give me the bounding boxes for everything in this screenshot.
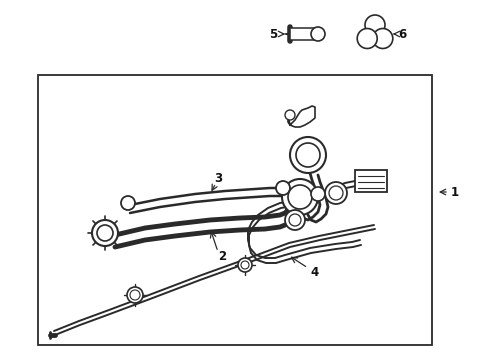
Circle shape: [130, 290, 140, 300]
Circle shape: [311, 27, 325, 41]
FancyBboxPatch shape: [290, 28, 318, 40]
Circle shape: [241, 261, 249, 269]
Circle shape: [357, 28, 377, 49]
FancyBboxPatch shape: [355, 170, 387, 192]
Circle shape: [121, 196, 135, 210]
Circle shape: [92, 220, 118, 246]
Circle shape: [276, 181, 290, 195]
Circle shape: [238, 258, 252, 272]
Text: 2: 2: [218, 249, 226, 262]
Text: 1: 1: [451, 185, 459, 198]
Circle shape: [127, 287, 143, 303]
Circle shape: [296, 143, 320, 167]
Text: 3: 3: [214, 171, 222, 184]
Circle shape: [329, 186, 343, 200]
Circle shape: [282, 179, 318, 215]
Circle shape: [288, 185, 312, 209]
Text: 6: 6: [398, 27, 406, 40]
Circle shape: [289, 214, 301, 226]
Circle shape: [325, 182, 347, 204]
Circle shape: [373, 28, 393, 49]
Circle shape: [311, 187, 325, 201]
Circle shape: [365, 15, 385, 35]
Circle shape: [97, 225, 113, 241]
Text: 4: 4: [311, 266, 319, 279]
Text: 5: 5: [269, 27, 277, 40]
Circle shape: [285, 110, 295, 120]
Circle shape: [290, 137, 326, 173]
Circle shape: [285, 210, 305, 230]
